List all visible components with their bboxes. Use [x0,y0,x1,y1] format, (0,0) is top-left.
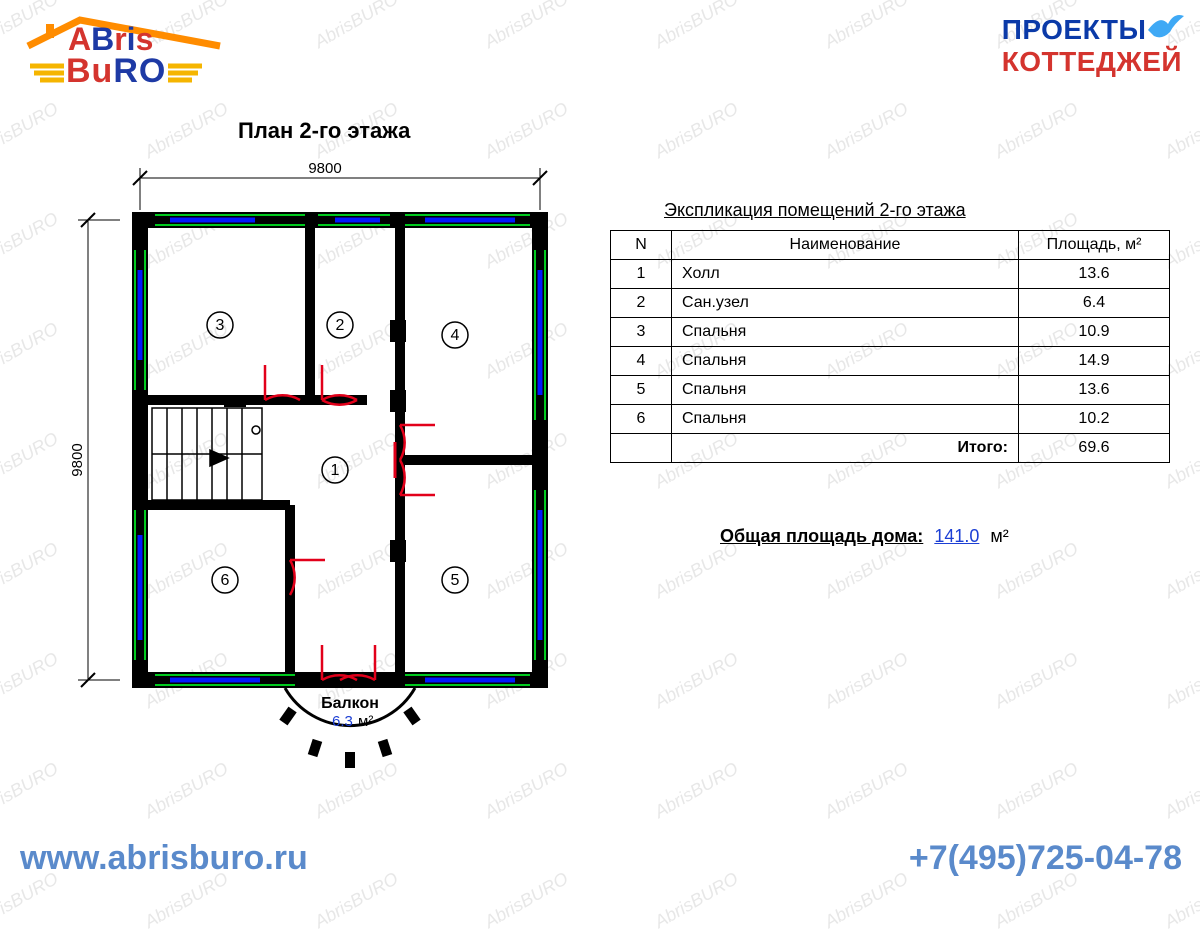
table-row: 6Спальня10.2 [611,405,1170,434]
svg-text:м²: м² [358,713,373,730]
logo-projects-line2: КОТТЕДЖЕЙ [1002,46,1182,78]
logo-abrisburo: ABris BuRO [20,12,230,91]
outer-wall [140,220,540,680]
total-house-area: Общая площадь дома: 141.0 м² [720,526,1009,547]
footer-url: www.abrisburo.ru [20,839,308,878]
dim-top: 9800 [133,160,547,210]
room-labels: 1 2 3 4 5 6 [207,312,468,593]
floor-plan: 9800 9800 [60,160,580,800]
stairs [152,408,262,500]
svg-text:6: 6 [221,572,230,589]
wing-left-icon [28,62,64,84]
interior-walls [148,228,532,672]
explication-table: N Наименование Площадь, м² 1Холл13.62Сан… [610,230,1170,463]
svg-text:1: 1 [331,462,340,479]
windows [140,220,540,680]
dim-left: 9800 [69,213,120,687]
svg-text:3: 3 [216,317,225,334]
bird-icon [1144,10,1186,46]
svg-text:9800: 9800 [308,160,341,177]
wing-right-icon [168,62,204,84]
table-row: 3Спальня10.9 [611,318,1170,347]
svg-text:4: 4 [451,327,460,344]
svg-text:9800: 9800 [69,443,86,476]
table-row: 4Спальня14.9 [611,347,1170,376]
svg-text:6.3: 6.3 [332,713,353,730]
svg-text:Балкон: Балкон [321,695,379,712]
footer-phone: +7(495)725-04-78 [909,839,1182,878]
svg-text:5: 5 [451,572,460,589]
explication-title: Экспликация помещений 2-го этажа [664,200,966,221]
balcony: Балкон 6.3 м² [279,688,420,768]
svg-text:2: 2 [336,317,345,334]
table-row: 1Холл13.6 [611,260,1170,289]
table-row: 2Сан.узел6.4 [611,289,1170,318]
table-row: 5Спальня13.6 [611,376,1170,405]
plan-title: План 2-го этажа [238,118,410,144]
